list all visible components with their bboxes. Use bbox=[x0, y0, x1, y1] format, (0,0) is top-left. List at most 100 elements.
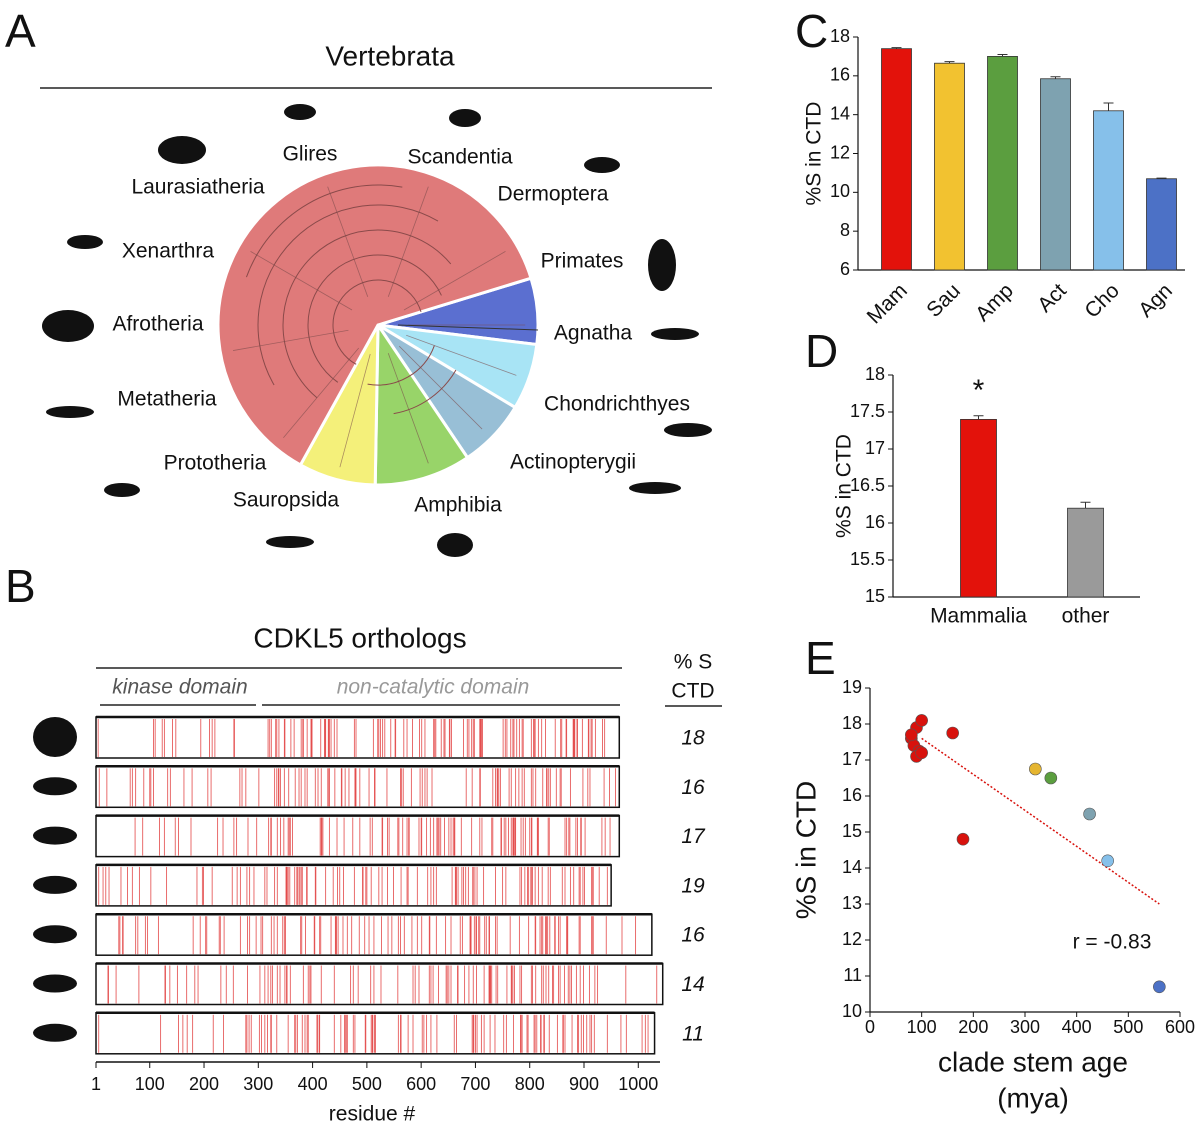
y-tick-label: 19 bbox=[842, 677, 862, 697]
x-tick-label: 200 bbox=[958, 1017, 988, 1037]
error-bar bbox=[1156, 177, 1167, 179]
percent-s: 18 bbox=[681, 727, 705, 750]
animal-icon bbox=[651, 328, 699, 340]
clade-label: Agnatha bbox=[554, 322, 633, 345]
ortholog-track bbox=[95, 864, 612, 907]
y-tick-label: 15 bbox=[865, 586, 885, 606]
x-tick-label: Mam bbox=[863, 279, 912, 328]
animal-icon bbox=[104, 483, 140, 497]
clade-label: Chondrichthyes bbox=[544, 393, 690, 416]
tree-branch bbox=[398, 345, 483, 430]
x-tick-label: Mammalia bbox=[930, 605, 1027, 628]
animal-icon bbox=[449, 109, 481, 127]
x-tick-label: 400 bbox=[1062, 1017, 1092, 1037]
phylogeny-title: Vertebrata bbox=[325, 40, 455, 71]
x-tick-label: 600 bbox=[1165, 1017, 1195, 1037]
species-icon bbox=[33, 875, 77, 894]
y-tick-label: 14 bbox=[842, 857, 862, 877]
percent-s: 17 bbox=[681, 825, 706, 848]
animal-icon bbox=[648, 239, 676, 291]
clade-label: Laurasiatheria bbox=[131, 176, 264, 199]
x-tick-label: 600 bbox=[406, 1074, 436, 1094]
x-tick-label: Cho bbox=[1080, 279, 1124, 323]
bar bbox=[1093, 110, 1124, 271]
x-tick-label: other bbox=[1062, 605, 1110, 628]
error-bar bbox=[973, 415, 984, 420]
tree-branch bbox=[257, 204, 439, 386]
tree-branch bbox=[367, 345, 435, 386]
clade-label: Prototheria bbox=[164, 452, 267, 475]
y-tick-label: 10 bbox=[842, 1001, 862, 1021]
panel-letter: E bbox=[805, 632, 836, 684]
clade-label: Glires bbox=[283, 143, 338, 166]
animal-icon bbox=[67, 235, 103, 249]
x-tick-label: 900 bbox=[569, 1074, 599, 1094]
error-bar bbox=[1103, 102, 1114, 111]
y-tick-label: 16 bbox=[842, 785, 862, 805]
y-tick-label: 11 bbox=[843, 965, 862, 985]
ortholog-track bbox=[95, 765, 621, 809]
tree-branch bbox=[282, 229, 452, 399]
trendline bbox=[921, 737, 1160, 905]
tree-branch bbox=[406, 334, 517, 376]
x-tick-label: 300 bbox=[1010, 1017, 1040, 1037]
tree-branch bbox=[387, 186, 429, 297]
orthologs-title: CDKL5 orthologs bbox=[253, 622, 466, 653]
point bbox=[1044, 771, 1058, 785]
tree-branch bbox=[387, 353, 429, 464]
clade-label: Metatheria bbox=[117, 388, 217, 411]
species-icon bbox=[33, 826, 77, 845]
error-bar bbox=[1080, 501, 1091, 509]
point bbox=[956, 832, 970, 846]
x-tick-label: 500 bbox=[352, 1074, 382, 1094]
y-tick-label: 8 bbox=[840, 220, 850, 240]
domain-label: kinase domain bbox=[112, 676, 247, 699]
y-tick-label: 12 bbox=[842, 929, 862, 949]
x-tick-label: 100 bbox=[135, 1074, 165, 1094]
tree-branch bbox=[332, 279, 422, 365]
y-tick-label: 16 bbox=[865, 512, 885, 532]
animal-icon bbox=[284, 104, 316, 120]
error-bar bbox=[891, 47, 902, 49]
bar bbox=[960, 418, 997, 598]
x-axis-label: residue # bbox=[329, 1103, 416, 1126]
clade-label: Actinopterygii bbox=[510, 451, 636, 474]
animal-icon bbox=[584, 157, 620, 173]
error-bar bbox=[1050, 76, 1061, 79]
panel-letter: C bbox=[795, 5, 828, 57]
column-header: CTD bbox=[671, 680, 714, 703]
percent-s: 16 bbox=[681, 776, 705, 799]
clade-label: Dermoptera bbox=[498, 183, 609, 206]
x-tick-label: 100 bbox=[907, 1017, 937, 1037]
tree-branch bbox=[393, 369, 457, 415]
x-tick-label: 1 bbox=[91, 1074, 101, 1094]
ortholog-track bbox=[95, 716, 621, 759]
x-tick-label: 200 bbox=[189, 1074, 219, 1094]
x-tick-label: Amp bbox=[971, 279, 1018, 326]
animal-icon bbox=[266, 536, 314, 548]
species-icon bbox=[33, 717, 77, 757]
x-tick-label: Act bbox=[1033, 279, 1071, 317]
y-tick-label: 15 bbox=[842, 821, 862, 841]
domain-label: non-catalytic domain bbox=[337, 676, 530, 699]
animal-icon bbox=[664, 423, 712, 437]
ortholog-track bbox=[95, 814, 621, 858]
percent-s: 19 bbox=[681, 874, 705, 897]
clade-label: Scandentia bbox=[407, 146, 512, 169]
y-tick-label: 18 bbox=[865, 364, 885, 384]
x-tick-label: 500 bbox=[1113, 1017, 1143, 1037]
y-tick-label: 15.5 bbox=[850, 549, 885, 569]
animal-icon bbox=[158, 136, 206, 164]
species-icon bbox=[33, 925, 77, 944]
clade-label: Sauropsida bbox=[233, 489, 340, 512]
charts: 6 8 10 12 14 16 18 %S in CTD Mam Sau Amp Act Cho Agn 1… bbox=[790, 26, 1195, 1114]
x-tick-label: Sau bbox=[922, 279, 965, 322]
y-axis-label: %S in CTD bbox=[803, 102, 826, 206]
x-tick-label: 800 bbox=[515, 1074, 545, 1094]
y-tick-label: 16.5 bbox=[850, 475, 885, 495]
panel-letter: D bbox=[805, 325, 838, 377]
clade-label: Amphibia bbox=[414, 494, 502, 517]
y-tick-label: 17 bbox=[865, 438, 885, 458]
